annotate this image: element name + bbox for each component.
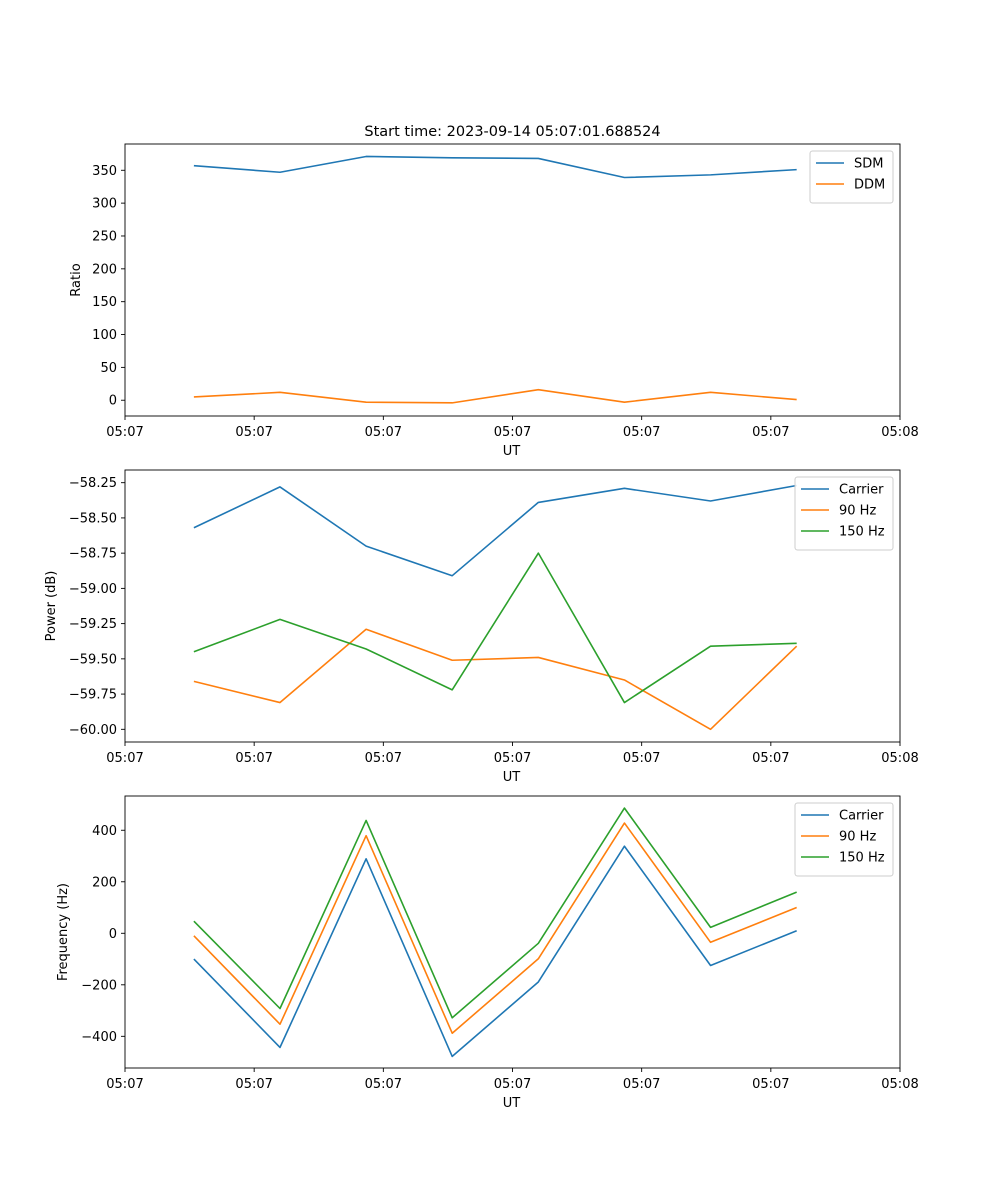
ratio-chart: 05:07 05:07 05:07 05:07 05:07 05:07 05:08 0 50 10… [69, 143, 919, 459]
ratio-legend-label: DDM [854, 178, 885, 193]
ratio-y-tick-label: 300 [92, 197, 117, 212]
ratio-y-axis-label: Ratio [69, 263, 84, 296]
power-x-tick-label: 05:08 [881, 751, 918, 766]
power-x-tick-label: 05:07 [235, 751, 272, 766]
power-x-tick-label: 05:07 [494, 751, 531, 766]
frequency-series-line-150-hz [193, 807, 797, 1019]
power-y-tick-label: −58.75 [69, 547, 117, 562]
ratio-legend-label: SDM [854, 157, 883, 172]
power-series-line-carrier [193, 484, 797, 577]
ratio-y-tick-label: 250 [92, 229, 117, 244]
power-legend-label: 150 Hz [839, 525, 885, 540]
ratio-x-axis-label: UT [503, 444, 521, 459]
frequency-x-tick-label: 05:07 [106, 1077, 143, 1092]
power-y-tick-label: −59.25 [69, 617, 117, 632]
power-x-axis-label: UT [503, 770, 521, 785]
frequency-legend-label: 90 Hz [839, 830, 876, 845]
ratio-x-tick-label: 05:07 [494, 425, 531, 440]
power-y-tick-label: −59.75 [69, 688, 117, 703]
frequency-series-line-carrier [193, 845, 797, 1058]
frequency-x-tick-label: 05:07 [365, 1077, 402, 1092]
power-x-tick-label: 05:07 [623, 751, 660, 766]
frequency-y-tick-label: 400 [92, 824, 117, 839]
ratio-series-line-ddm [193, 388, 797, 404]
ratio-y-tick-label: 200 [92, 262, 117, 277]
ratio-series-line-sdm [193, 155, 797, 179]
frequency-legend-label: Carrier [839, 809, 884, 824]
power-x-tick-label: 05:07 [752, 751, 789, 766]
frequency-series-line-90-hz [193, 822, 797, 1035]
ratio-y-tick-label: 350 [92, 164, 117, 179]
frequency-legend-label: 150 Hz [839, 851, 885, 866]
power-legend: Carrier 90 Hz 150 Hz [794, 476, 894, 551]
power-x-tick-label: 05:07 [106, 751, 143, 766]
ratio-y-tick-label: 0 [109, 394, 117, 409]
power-series-line-90-hz [193, 628, 798, 731]
figure-title: Start time: 2023-09-14 05:07:01.688524 [364, 124, 660, 140]
frequency-x-tick-label: 05:07 [752, 1077, 789, 1092]
power-series-line-150-hz [193, 552, 797, 704]
frequency-x-tick-label: 05:07 [235, 1077, 272, 1092]
power-y-tick-label: −60.00 [69, 723, 117, 738]
power-y-tick-label: −59.50 [69, 652, 117, 667]
power-chart: 05:07 05:07 05:07 05:07 05:07 05:07 05:08 −60.0… [44, 469, 919, 785]
ratio-x-tick-label: 05:07 [235, 425, 272, 440]
ratio-y-tick-label: 50 [100, 361, 117, 376]
frequency-legend: Carrier 90 Hz 150 Hz [794, 802, 894, 877]
power-legend-label: Carrier [839, 483, 884, 498]
power-y-tick-label: −59.00 [69, 582, 117, 597]
ratio-x-tick-label: 05:07 [623, 425, 660, 440]
ratio-y-tick-label: 150 [92, 295, 117, 310]
frequency-x-axis-label: UT [503, 1096, 521, 1111]
power-x-tick-label: 05:07 [365, 751, 402, 766]
ratio-legend: SDM DDM [809, 150, 894, 204]
frequency-x-tick-label: 05:08 [881, 1077, 918, 1092]
frequency-y-tick-label: 0 [109, 927, 117, 942]
frequency-y-tick-label: −200 [81, 978, 117, 993]
frequency-x-tick-label: 05:07 [494, 1077, 531, 1092]
ratio-legend-box [809, 150, 894, 204]
ratio-x-tick-label: 05:07 [106, 425, 143, 440]
ratio-x-tick-label: 05:07 [752, 425, 789, 440]
frequency-y-tick-label: 200 [92, 875, 117, 890]
power-y-axis-label: Power (dB) [44, 571, 59, 642]
ratio-x-tick-label: 05:08 [881, 425, 918, 440]
frequency-x-tick-label: 05:07 [623, 1077, 660, 1092]
frequency-chart: 05:07 05:07 05:07 05:07 05:07 05:07 05:08 −400 −… [56, 795, 919, 1111]
ratio-x-tick-label: 05:07 [365, 425, 402, 440]
ratio-y-tick-label: 100 [92, 328, 117, 343]
power-y-tick-label: −58.25 [69, 476, 117, 491]
power-legend-label: 90 Hz [839, 504, 876, 519]
power-y-tick-label: −58.50 [69, 511, 117, 526]
frequency-y-tick-label: −400 [81, 1030, 117, 1045]
frequency-y-axis-label: Frequency (Hz) [56, 883, 71, 981]
